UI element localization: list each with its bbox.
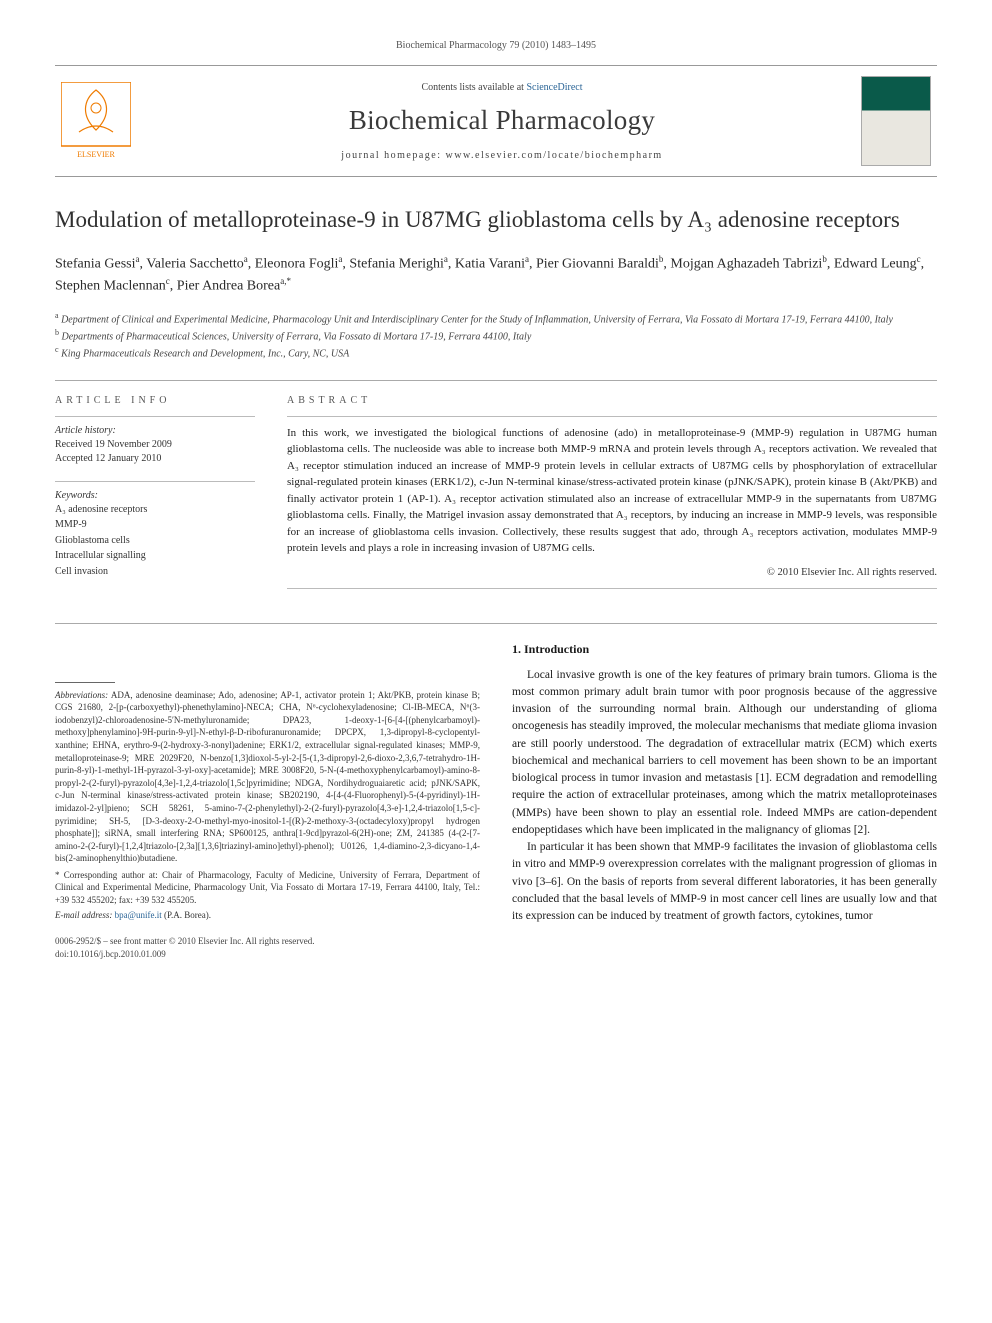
section-heading-intro: 1. Introduction [512, 642, 937, 657]
contents-line: Contents lists available at ScienceDirec… [143, 82, 861, 93]
right-column: 1. Introduction Local invasive growth is… [512, 642, 937, 961]
email-label: E-mail address: [55, 910, 112, 920]
running-head: Biochemical Pharmacology 79 (2010) 1483–… [55, 40, 937, 51]
abstract-text: In this work, we investigated the biolog… [287, 425, 937, 557]
intro-body: Local invasive growth is one of the key … [512, 667, 937, 926]
doi-line: doi:10.1016/j.bcp.2010.01.009 [55, 948, 480, 961]
keyword-item: Glioblastoma cells [55, 534, 255, 549]
corr-email-link[interactable]: bpa@unife.it [115, 910, 162, 920]
sciencedirect-link[interactable]: ScienceDirect [526, 82, 582, 93]
abstract-heading: ABSTRACT [287, 395, 937, 406]
contents-prefix: Contents lists available at [421, 82, 526, 93]
affiliation-item: c King Pharmaceuticals Research and Deve… [55, 344, 937, 361]
abbrev-text: ADA, adenosine deaminase; Ado, adenosine… [55, 690, 480, 864]
affiliation-item: b Departments of Pharmaceutical Sciences… [55, 327, 937, 344]
corr-label: * Corresponding author at: [55, 870, 158, 880]
article-info-panel: ARTICLE INFO Article history: Received 1… [55, 395, 255, 597]
article-info-heading: ARTICLE INFO [55, 395, 255, 406]
history-received: Received 19 November 2009 [55, 438, 255, 453]
journal-banner: ELSEVIER Contents lists available at Sci… [55, 65, 937, 177]
front-matter-line: 0006-2952/$ – see front matter © 2010 El… [55, 935, 480, 948]
keyword-item: Intracellular signalling [55, 549, 255, 564]
journal-cover-thumbnail [861, 76, 931, 166]
abstract-panel: ABSTRACT In this work, we investigated t… [287, 395, 937, 597]
author-list: Stefania Gessia, Valeria Sacchettoa, Ele… [55, 253, 937, 298]
journal-homepage: journal homepage: www.elsevier.com/locat… [143, 150, 861, 161]
journal-title: Biochemical Pharmacology [143, 105, 861, 136]
keywords-label: Keywords: [55, 490, 255, 501]
elsevier-logo: ELSEVIER [61, 82, 131, 160]
affiliations: a Department of Clinical and Experimenta… [55, 310, 937, 362]
history-accepted: Accepted 12 January 2010 [55, 452, 255, 467]
history-label: Article history: [55, 425, 255, 436]
abstract-copyright: © 2010 Elsevier Inc. All rights reserved… [287, 567, 937, 578]
intro-para-1: Local invasive growth is one of the key … [512, 667, 937, 840]
front-matter-meta: 0006-2952/$ – see front matter © 2010 El… [55, 935, 480, 960]
elsevier-name: ELSEVIER [77, 150, 115, 159]
intro-para-2: In particular it has been shown that MMP… [512, 839, 937, 925]
keywords-list: A₃ adenosine receptorsMMP-9Glioblastoma … [55, 503, 255, 580]
left-column: Abbreviations: ADA, adenosine deaminase;… [55, 642, 480, 961]
keyword-item: MMP-9 [55, 518, 255, 533]
keyword-item: A₃ adenosine receptors [55, 503, 255, 518]
keyword-item: Cell invasion [55, 565, 255, 580]
affiliation-item: a Department of Clinical and Experimenta… [55, 310, 937, 327]
footnotes: Abbreviations: ADA, adenosine deaminase;… [55, 689, 480, 922]
abbrev-label: Abbreviations: [55, 690, 108, 700]
email-suffix: (P.A. Borea). [164, 910, 211, 920]
article-title: Modulation of metalloproteinase-9 in U87… [55, 205, 937, 235]
